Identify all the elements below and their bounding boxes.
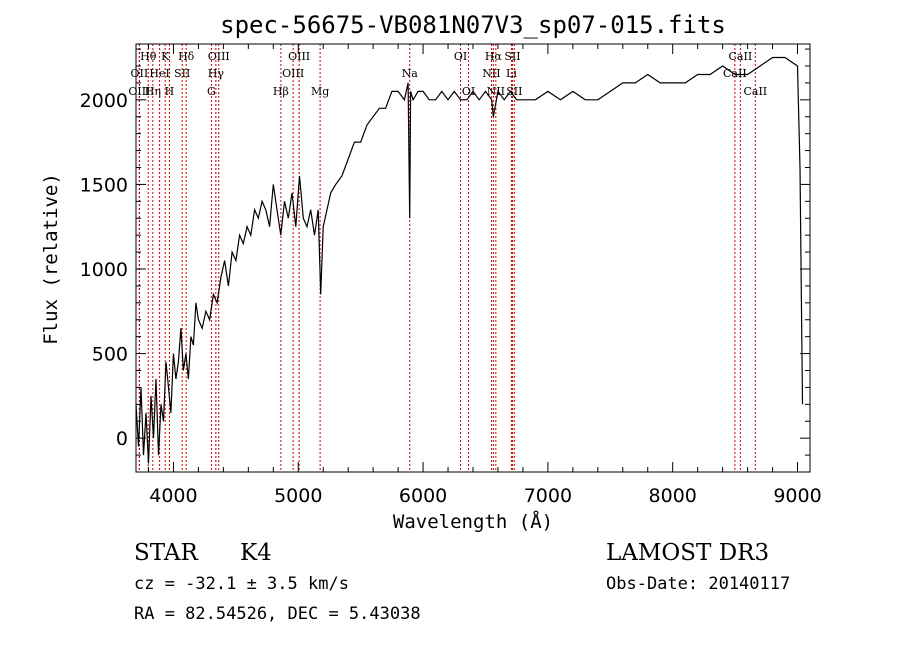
spectral-line-label-20: NII bbox=[482, 67, 500, 80]
x-axis-ticks: 4000 5000 6000 7000 8000 9000 bbox=[147, 44, 822, 507]
spectral-line-label-6: H bbox=[165, 85, 175, 98]
chart-title: spec-56675-VB081N07V3_sp07-015.fits bbox=[220, 11, 726, 39]
redshift-cz: cz = -32.1 ± 3.5 km/s bbox=[134, 574, 349, 594]
y-axis-label: Flux (relative) bbox=[40, 173, 62, 345]
spectral-line-label-12: Hβ bbox=[273, 85, 289, 98]
x-axis-label: Wavelength (Å) bbox=[393, 510, 553, 533]
x-tick-label-3: 7000 bbox=[524, 485, 572, 507]
spectral-line-label-10: Hγ bbox=[208, 67, 225, 80]
spectral-line-label-15: Mg bbox=[311, 85, 329, 98]
spectral-line-label-2: OIII bbox=[128, 85, 150, 98]
spectral-line-label-13: OIII bbox=[288, 50, 310, 63]
spectral-line-label-17: OI bbox=[454, 50, 467, 63]
spectral-line-label-4: HeI bbox=[149, 67, 169, 80]
x-tick-label-1: 5000 bbox=[274, 485, 322, 507]
spectral-line-label-19: Hα bbox=[485, 50, 503, 63]
spectral-line-label-11: G bbox=[207, 85, 216, 98]
spectral-line-label-5: K bbox=[161, 50, 170, 63]
spectral-line-label-7: SII bbox=[174, 67, 190, 80]
y-tick-label-4: 2000 bbox=[80, 90, 128, 112]
object-subclass: K4 bbox=[240, 540, 272, 566]
y-tick-label-3: 1500 bbox=[80, 174, 128, 196]
spectral-line-label-3: Hη bbox=[145, 85, 161, 98]
spectral-line-label-25: CaII bbox=[729, 50, 753, 63]
x-tick-label-5: 9000 bbox=[773, 485, 821, 507]
x-tick-label-0: 4000 bbox=[149, 485, 197, 507]
y-tick-label-1: 500 bbox=[92, 344, 128, 366]
y-tick-label-2: 1000 bbox=[80, 259, 128, 281]
obs-date: Obs-Date: 20140117 bbox=[606, 574, 790, 594]
object-class: STAR bbox=[134, 540, 198, 566]
spectral-line-label-9: OIII bbox=[208, 50, 230, 63]
spectral-line-label-24: SII bbox=[506, 85, 522, 98]
plot-frame bbox=[135, 43, 811, 473]
y-tick-label-0: 0 bbox=[116, 428, 128, 450]
spectral-line-label-23: Li bbox=[506, 67, 517, 80]
spectral-line-label-16: Na bbox=[402, 67, 419, 80]
spectral-line-label-18: OI bbox=[462, 85, 475, 98]
x-tick-label-4: 8000 bbox=[649, 485, 697, 507]
spectral-line-label-1: OII bbox=[131, 67, 149, 80]
spectral-line-label-27: CaII bbox=[743, 85, 767, 98]
ra-dec: RA = 82.54526, DEC = 5.43038 bbox=[134, 604, 421, 624]
x-tick-label-2: 6000 bbox=[399, 485, 447, 507]
spectral-line-label-8: Hδ bbox=[178, 50, 195, 63]
spectral-line-label-22: SII bbox=[504, 50, 520, 63]
survey-name: LAMOST DR3 bbox=[606, 540, 769, 566]
spectral-line-label-0: Hθ bbox=[140, 50, 157, 63]
spectral-line-label-14: OIII bbox=[282, 67, 304, 80]
spectrum-series-line bbox=[135, 56, 804, 464]
y-axis-ticks: 0 500 1000 1500 2000 bbox=[80, 48, 810, 456]
